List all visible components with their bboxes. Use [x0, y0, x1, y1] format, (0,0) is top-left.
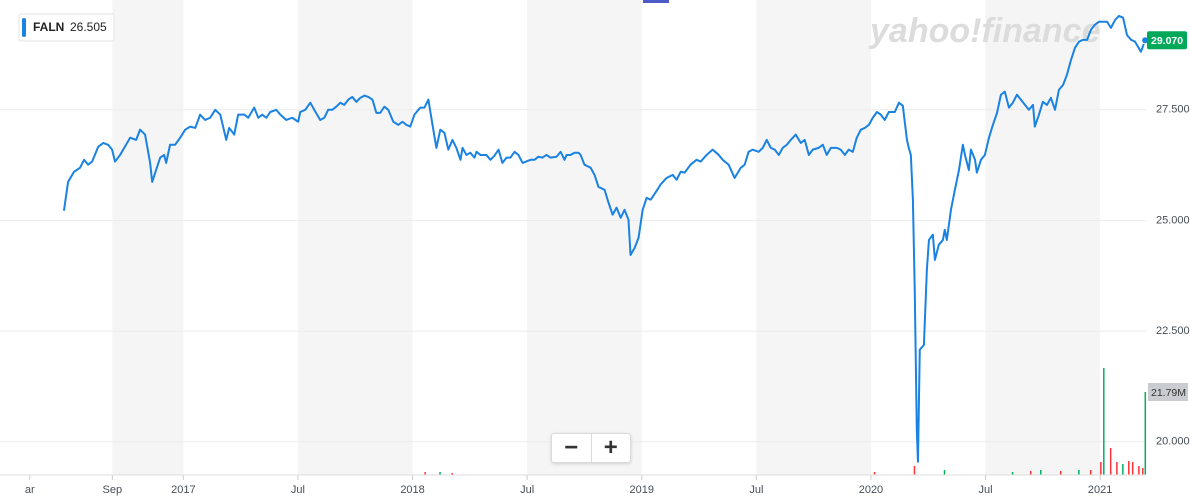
price-line: [62, 14, 1147, 463]
legend-box: [18, 13, 115, 42]
volume-bar: [1142, 467, 1144, 475]
zoom-controls: − +: [551, 433, 631, 463]
legend-name: FALN: [33, 20, 64, 34]
volume-bar: [1109, 447, 1112, 475]
band: [756, 0, 871, 475]
band: [297, 0, 413, 475]
band: [985, 0, 1101, 475]
volume-bar: [424, 471, 426, 475]
x-tick-label: Jul: [979, 484, 993, 496]
y-tick-label: 27.500: [1156, 104, 1190, 116]
volume-bar: [1089, 470, 1092, 475]
x-tick-label: 2019: [630, 484, 654, 496]
volume-bar: [439, 471, 441, 475]
indicator: [643, 0, 669, 3]
y-tick-label: 22.500: [1156, 325, 1190, 337]
x-tick-label: 2018: [400, 484, 424, 496]
volume-bar: [1144, 391, 1147, 475]
legend-value: 26.505: [70, 20, 107, 34]
volume-bar: [1040, 470, 1042, 475]
volume-bar: [1116, 462, 1118, 475]
volume-bar: [1059, 471, 1062, 475]
legend: FALN 26.505: [18, 13, 115, 42]
volume-bar: [451, 473, 453, 475]
volume-bar: [1100, 462, 1102, 475]
volume-bar: [943, 470, 946, 475]
volume-bar: [1011, 471, 1014, 475]
volume-tag: [1148, 382, 1188, 401]
legend-swatch: [22, 18, 26, 37]
volume-label: 21.79M: [1151, 387, 1186, 399]
volume-bar: [1078, 470, 1080, 475]
watermark: yahoo!finance: [868, 12, 1100, 50]
volume-bar: [1138, 466, 1140, 475]
x-tick-label: 2017: [171, 484, 195, 496]
volume-bar: [1131, 462, 1134, 475]
y-tick-label: 25.000: [1156, 214, 1190, 226]
band: [527, 0, 642, 475]
x-tick-label: Sep: [103, 484, 123, 496]
price-tag: [1147, 31, 1187, 50]
volume-bar: [1122, 463, 1124, 475]
x-tick-label: 2021: [1088, 484, 1112, 496]
volume-bar: [873, 471, 876, 475]
x-tick-label: Jul: [749, 484, 763, 496]
zoom-out-button[interactable]: −: [564, 434, 579, 461]
y-tick-label: 20.000: [1156, 436, 1190, 448]
x-tick-label: 2020: [859, 484, 883, 496]
volume-bar: [1103, 368, 1105, 475]
price-tag-label: 29.070: [1151, 35, 1183, 47]
volume-bar: [1128, 461, 1130, 475]
volume-bar: [913, 466, 916, 475]
x-tick-label: ar: [25, 484, 35, 496]
x-tick-label: Jul: [520, 484, 534, 496]
volume-bar: [1029, 471, 1032, 475]
x-tick-label: Jul: [291, 484, 305, 496]
zoom-in-button[interactable]: +: [590, 434, 631, 462]
band: [112, 0, 184, 475]
